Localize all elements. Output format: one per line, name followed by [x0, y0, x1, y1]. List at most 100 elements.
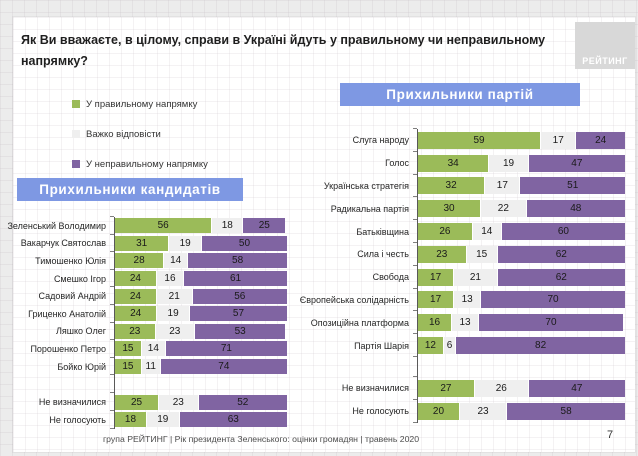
bar-track: 26 14 60: [413, 219, 625, 243]
bar-segment: 25: [115, 394, 158, 410]
stacked-bar: 12 6 82: [418, 337, 625, 355]
parties-chart-banner: Прихильники партій: [340, 83, 580, 106]
chart-row: Зеленський Володимир 56 18 25: [7, 216, 287, 235]
stacked-bar: 25 23 52: [115, 394, 287, 410]
bar-segment: 23: [158, 394, 198, 410]
bar-track: 32 17 51: [413, 173, 625, 198]
category-label: Смешко Ігор: [53, 273, 106, 284]
bar-track: 56 18 25: [110, 216, 287, 235]
bar-segment: 56: [115, 218, 212, 234]
bar-segment: 19: [156, 306, 189, 322]
stacked-bar: 31 19 50: [115, 235, 287, 251]
slide-title: Як Ви вважаєте, в цілому, справи в Украї…: [21, 33, 546, 68]
slide-footer: група РЕЙТИНГ | Рік президента Зеленсько…: [103, 434, 420, 444]
chart-row: Європейська солідарність 17 13 70: [293, 287, 625, 312]
bar-track: 28 14 58: [110, 251, 287, 270]
chart-legend: У правильному напрямку Важко відповісти …: [72, 98, 208, 188]
legend-label: Важко відповісти: [86, 128, 161, 140]
category-label: Слуга народу: [352, 135, 409, 146]
chart-row: Тимошенко Юлія 28 14 58: [17, 251, 287, 270]
category-label: Не визначилися: [38, 397, 106, 408]
chart-row: Смешко Ігор 24 16 61: [17, 268, 287, 288]
chart-row: Голос 34 19 47: [293, 150, 625, 175]
rating-group-logo: РЕЙТИНГ: [575, 22, 635, 69]
bar-segment: 21: [453, 268, 497, 286]
stacked-bar: 15 14 71: [115, 341, 287, 357]
chart-rows: Зеленський Володимир 56 18 25 Вакарчук Свято…: [7, 216, 287, 429]
bar-track: 23 23 53: [110, 321, 287, 341]
bar-segment: 13: [451, 314, 479, 332]
bar-track: 17 13 70: [413, 287, 625, 312]
bar-segment: 82: [455, 337, 625, 355]
bar-segment: 62: [496, 268, 625, 286]
category-label: Садовий Андрій: [38, 291, 106, 302]
chart-row: Партія Шарія 12 6 82: [293, 333, 625, 357]
bar-track: 25 23 52: [110, 392, 287, 411]
bar-segment: 63: [178, 412, 287, 428]
category-label: Опозиційна платформа: [310, 317, 409, 328]
legend-item-right-direction: У правильному напрямку: [72, 98, 208, 110]
chart-row: Сила і честь 23 15 62: [293, 241, 625, 266]
bar-segment: 74: [159, 359, 287, 375]
legend-label: У неправильному напрямку: [86, 158, 208, 170]
stacked-bar: 24 19 57: [115, 306, 287, 322]
bar-segment: 15: [115, 341, 141, 357]
bar-track: 30 22 48: [413, 196, 625, 221]
bar-segment: 18: [115, 412, 146, 428]
bar-segment: 15: [115, 359, 141, 375]
category-label: Не голосують: [352, 406, 409, 417]
bar-segment: 17: [540, 131, 576, 149]
chart-row: Батьківщина 26 14 60: [293, 219, 625, 243]
bar-segment: 71: [164, 341, 287, 357]
bar-segment: 60: [500, 223, 625, 241]
bar-segment: 30: [418, 200, 481, 218]
category-label: Не голосують: [49, 414, 106, 425]
stacked-bar: 27 26 47: [418, 379, 625, 397]
bar-segment: 16: [418, 314, 452, 332]
category-label: Голос: [385, 158, 409, 169]
bar-segment: 61: [183, 271, 287, 287]
bar-segment: 58: [506, 402, 626, 420]
stacked-bar: 34 19 47: [418, 154, 625, 172]
stacked-bar: 24 21 56: [115, 288, 287, 304]
bar-segment: 32: [418, 177, 485, 195]
chart-row: Опозиційна платформа 16 13 70: [293, 310, 625, 335]
parties-chart-title: Прихильники партій: [386, 87, 534, 102]
legend-swatch-gray: [72, 130, 80, 138]
bar-segment: 16: [155, 271, 184, 287]
chart-row: Порошенко Петро 15 14 71: [17, 339, 287, 358]
stacked-bar: 24 16 61: [115, 271, 287, 287]
stacked-bar: 17 21 62: [418, 268, 625, 286]
bar-segment: 23: [115, 323, 155, 339]
bar-segment: 24: [115, 271, 156, 287]
bar-segment: 23: [458, 402, 507, 420]
bar-segment: 26: [418, 223, 472, 241]
bar-segment: 19: [168, 235, 201, 251]
bar-track: 59 17 24: [413, 128, 625, 152]
category-label: Гриценко Анатолій: [28, 308, 106, 319]
category-label: Українська стратегія: [323, 180, 409, 191]
bar-track: 24 16 61: [110, 268, 287, 288]
stacked-bar: 15 11 74: [115, 359, 287, 375]
slide: Як Ви вважаєте, в цілому, справи в Украї…: [7, 17, 635, 452]
bar-segment: 11: [140, 359, 160, 375]
bar-segment: 51: [519, 177, 625, 195]
stacked-bar: 20 23 58: [418, 402, 626, 420]
chart-row: Не визначилися 27 26 47: [293, 375, 625, 400]
bar-track: 15 11 74: [110, 356, 287, 376]
bar-segment: 24: [115, 288, 156, 304]
chart-row: Ляшко Олег 23 23 53: [17, 321, 287, 341]
bar-track: 17 21 62: [413, 264, 625, 289]
chart-rows: Слуга народу 59 17 24 Голос 34 19 47 Українська …: [293, 128, 626, 423]
category-label: Зеленський Володимир: [7, 220, 106, 231]
category-label: Радикальна партія: [330, 203, 409, 214]
bar-segment: 12: [418, 337, 443, 355]
bar-track: 16 13 70: [413, 310, 625, 335]
bar-segment: 13: [453, 291, 481, 309]
bar-segment: 19: [488, 154, 528, 172]
bar-track: 24 21 56: [110, 286, 287, 305]
bar-segment: 28: [115, 253, 164, 269]
bar-track: 20 23 58: [413, 398, 626, 423]
bar-segment: 48: [525, 200, 625, 218]
